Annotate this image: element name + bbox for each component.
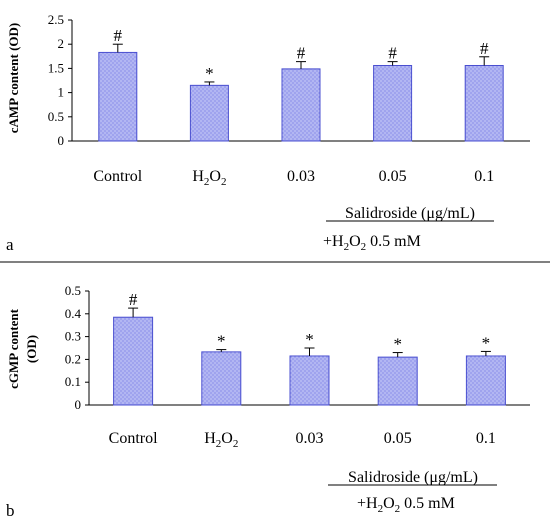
panel-a-ytick-label: 2.5 [48,12,64,27]
panel-b-bar-2 [289,355,330,406]
panel-a-category-0: Control [93,168,142,185]
panel-a-category-1: H2O2 [192,168,226,188]
panel-a-group-condition: +H2O2 0.5 mM [323,233,421,253]
panel-a-significance-4: # [480,39,489,58]
panel-a-category-2: 0.03 [287,168,315,185]
panel-b-significance-2: * [305,330,314,349]
panel-b-significance-0: # [129,290,138,309]
panel-b-category-4: 0.1 [476,430,496,447]
panel-b-category-3: 0.05 [384,430,412,447]
panel-b-significance-3: * [393,335,402,354]
panel-b-ylabel-line1: cGMP content [6,308,21,388]
panel-a-ytick-label: 0.5 [48,109,64,124]
panel-b-significance-4: * [482,333,491,352]
panel-a-bar-4 [464,64,504,142]
panel-a-bar-0 [98,51,138,142]
panel-b-ylabel-line2: (OD) [24,335,39,363]
panel-b-bar-0 [113,316,154,406]
panel-b-bar-4 [465,355,506,406]
panel-b-ytick-label: 0.3 [65,329,81,344]
panel-a-category-3: 0.05 [379,168,407,185]
panel-b-ytick-label: 0.2 [65,351,81,366]
panel-a-significance-2: # [297,44,306,63]
panel-a-axes: 0 0.5 1 1.5 2 2.5 [48,12,530,148]
panel-a-significance-1: * [205,64,214,83]
panel-a-bars [98,43,504,142]
panel-a-ytick-label: 2 [58,36,65,51]
panel-b-significance-1: * [217,332,226,351]
panel-a-ytick-label: 0 [58,133,65,148]
panel-a-significance-3: # [388,44,397,63]
panel-a-significance-0: # [114,26,123,45]
panel-a-ytick-label: 1 [58,85,65,100]
panel-b-labels: # Control * H2O2 * 0.03 * 0.05 * 0.1 [109,290,496,450]
panel-a-letter: a [6,235,14,254]
panel-a-category-4: 0.1 [474,168,494,185]
panel-b-category-0: Control [109,430,158,447]
panel-b-bar-1 [201,351,242,406]
panel-b-bars [113,307,506,406]
panel-b-letter: b [6,501,15,520]
panel-b-ytick-label: 0.5 [65,283,81,298]
panel-b-category-2: 0.03 [296,430,324,447]
panel-a-chart: cAMP content (OD) 0 0.5 1 1.5 2 2.5 # Control *… [6,12,530,254]
panel-b-group-label: Salidroside (μg/mL) [348,469,478,486]
panel-a-bar-3 [373,64,413,142]
panel-b-ytick-label: 0 [75,397,82,412]
panel-b-category-1: H2O2 [204,430,238,450]
panel-b-bar-3 [377,356,418,406]
panel-b-group-condition: +H2O2 0.5 mM [357,495,455,515]
panel-b-chart: cGMP content (OD) 0 0.1 0.2 0.3 0.4 0.5 # Cont… [6,283,530,520]
panel-a-bar-2 [281,68,321,142]
panel-a-bar-1 [189,84,229,142]
panel-b-ytick-label: 0.1 [65,374,81,389]
panel-b-ytick-label: 0.4 [65,306,82,321]
panel-a-group-label: Salidroside (μg/mL) [345,205,475,222]
panel-a-ylabel: cAMP content (OD) [6,23,21,133]
panel-a-labels: # Control * H2O2 #0.03 #0.05 #0.1 [93,26,494,188]
panel-a-ytick-label: 1.5 [48,60,64,75]
